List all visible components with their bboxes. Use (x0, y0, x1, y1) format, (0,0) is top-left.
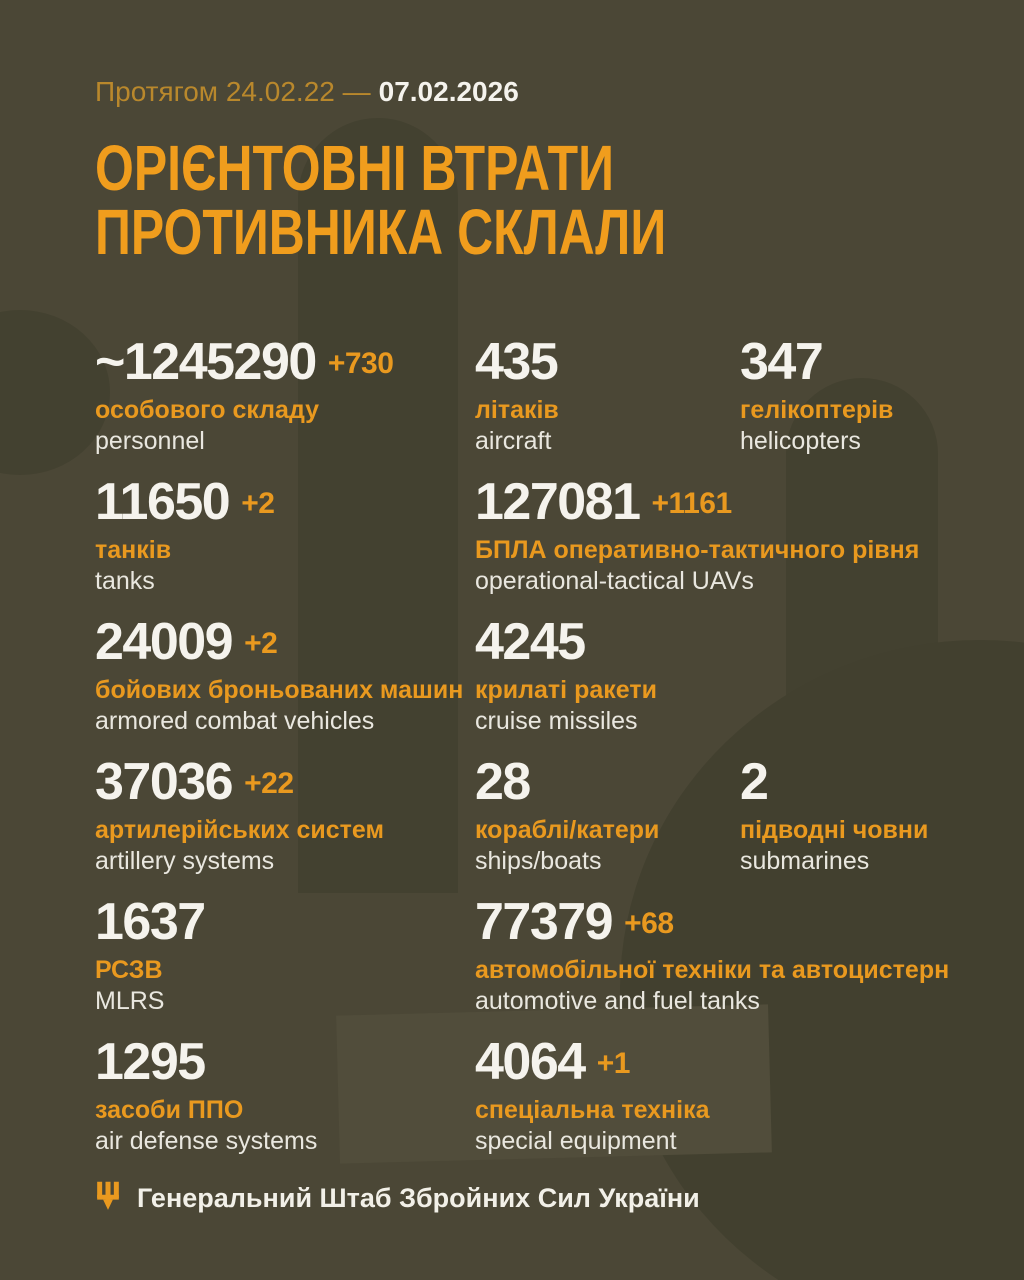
stat-ships-boats: 28 кораблі/катери ships/boats (475, 750, 740, 890)
stat-label-en: tanks (95, 567, 155, 595)
stat-label-en: personnel (95, 427, 205, 455)
page-title-line2: ПРОТИВНИКА СКЛАЛИ (95, 196, 667, 268)
stat-value: 24009 (95, 613, 234, 671)
page-title-line1: ОРІЄНТОВНІ ВТРАТИ (95, 132, 614, 204)
stat-artillery: 37036 +22 артилерійських систем artillery… (95, 750, 475, 890)
losses-stats-grid: ~1245290 +730 особового складу personnel … (95, 330, 1004, 1170)
stat-label-ua: бойових броньованих машин (95, 676, 464, 704)
stat-value: 4245 (475, 613, 586, 671)
watermark-blob-left (0, 310, 110, 475)
stat-label-ua: кораблі/катери (475, 816, 660, 844)
stat-helicopters: 347 гелікоптерів helicopters (740, 330, 1004, 470)
stat-value: 1637 (95, 893, 206, 951)
stat-label-ua: гелікоптерів (740, 396, 894, 424)
stat-delta: +1 (596, 1047, 631, 1080)
report-period-end: 07.02.2026 (378, 76, 519, 107)
report-period-prefix: Протягом 24.02.22 — (95, 76, 371, 107)
stat-value: 435 (475, 333, 559, 391)
stat-value: 127081 (475, 473, 641, 531)
stat-label-ua: РСЗВ (95, 956, 163, 984)
stat-automotive: 77379 +68 автомобільної техніки та автоци… (475, 890, 1004, 1030)
stat-label-ua: особового складу (95, 396, 320, 424)
stat-value: 37036 (95, 753, 234, 811)
stat-delta: +2 (244, 627, 278, 660)
stat-value: ~1245290 (95, 333, 317, 391)
stat-submarines: 2 підводні човни submarines (740, 750, 1004, 890)
stat-value: 347 (740, 333, 824, 391)
stat-label-ua: засоби ППО (95, 1096, 244, 1124)
stat-label-ua: автомобільної техніки та автоцистерн (475, 956, 950, 984)
stat-label-ua: підводні човни (740, 816, 929, 844)
stat-value: 2 (740, 753, 769, 811)
stat-label-en: submarines (740, 847, 870, 875)
stat-delta: +730 (327, 347, 394, 380)
stat-label-en: artillery systems (95, 847, 275, 875)
stat-label-en: special equipment (475, 1127, 677, 1155)
stat-value: 1295 (95, 1033, 206, 1091)
stat-delta: +2 (241, 487, 275, 520)
stat-label-ua: крилаті ракети (475, 676, 657, 704)
stat-cruise-missiles: 4245 крилаті ракети cruise missiles (475, 610, 1004, 750)
stat-value: 4064 (475, 1033, 586, 1091)
stat-label-en: MLRS (95, 987, 165, 1015)
stat-tanks: 11650 +2 танків tanks (95, 470, 475, 610)
stat-label-ua: артилерійських систем (95, 816, 384, 844)
stat-delta: +1161 (651, 487, 733, 520)
stat-special-equipment: 4064 +1 спеціальна техніка special equipm… (475, 1030, 1004, 1170)
stat-label-en: aircraft (475, 427, 552, 455)
header: Протягом 24.02.22 —07.02.2026 ОРІЄНТОВНІ… (95, 76, 827, 264)
stat-delta: +68 (624, 907, 674, 940)
stat-label-en: air defense systems (95, 1127, 318, 1155)
stat-label-en: armored combat vehicles (95, 707, 375, 735)
stat-mlrs: 1637 РСЗВ MLRS (95, 890, 475, 1030)
source-label: Генеральний Штаб Збройних Сил України (137, 1182, 700, 1213)
stat-label-ua: БПЛА оперативно-тактичного рівня (475, 536, 920, 564)
stat-label-en: helicopters (740, 427, 861, 455)
stat-uavs: 127081 +1161 БПЛА оперативно-тактичного р… (475, 470, 1004, 610)
page-title: ОРІЄНТОВНІ ВТРАТИ ПРОТИВНИКА СКЛАЛИ (95, 136, 666, 264)
tryzub-trident-icon (95, 1180, 121, 1216)
stat-label-en: automotive and fuel tanks (475, 987, 760, 1015)
stat-delta: +22 (244, 767, 294, 800)
stat-aircraft: 435 літаків aircraft (475, 330, 740, 470)
stat-value: 28 (475, 753, 531, 811)
stat-armored-vehicles: 24009 +2 бойових броньованих машин armore… (95, 610, 475, 750)
stat-value: 11650 (95, 473, 231, 531)
stat-label-en: operational-tactical UAVs (475, 567, 754, 595)
stat-label-ua: літаків (475, 396, 559, 424)
stat-label-en: ships/boats (475, 847, 602, 875)
report-period: Протягом 24.02.22 —07.02.2026 (95, 76, 827, 108)
footer: Генеральний Штаб Збройних Сил України (95, 1180, 700, 1216)
stat-air-defense: 1295 засоби ППО air defense systems (95, 1030, 475, 1170)
stat-value: 77379 (475, 893, 614, 951)
stat-label-en: cruise missiles (475, 707, 638, 735)
stat-personnel: ~1245290 +730 особового складу personnel (95, 330, 475, 470)
stat-label-ua: спеціальна техніка (475, 1096, 710, 1124)
stat-label-ua: танків (95, 536, 172, 564)
